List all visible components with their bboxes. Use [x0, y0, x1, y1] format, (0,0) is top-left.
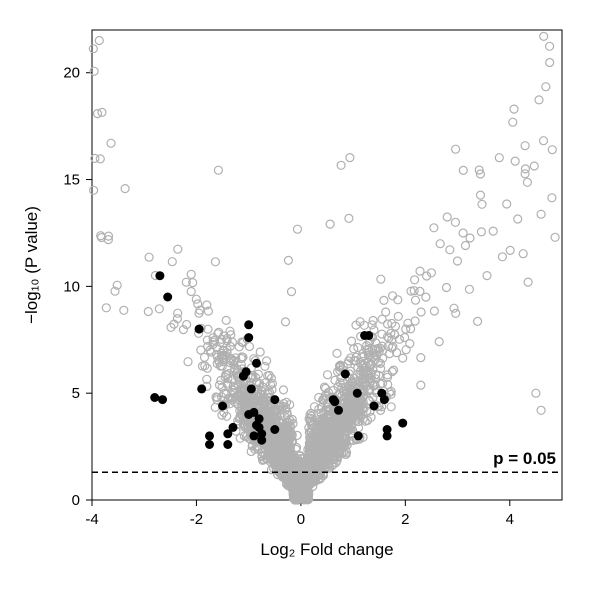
x-tick-label: -2	[190, 511, 203, 528]
highlight-point	[155, 271, 164, 280]
x-axis-label: Log₂ Fold change	[260, 540, 393, 559]
highlight-point	[150, 393, 159, 402]
highlight-point	[270, 425, 279, 434]
y-tick-label: 5	[72, 385, 80, 402]
x-tick-label: 4	[506, 511, 514, 528]
x-tick-label: 2	[401, 511, 409, 528]
highlight-point	[229, 423, 238, 432]
y-tick-label: 15	[63, 172, 80, 189]
highlight-point	[270, 395, 279, 404]
highlight-point	[158, 395, 167, 404]
x-tick-label: 0	[297, 511, 305, 528]
highlight-point	[163, 293, 172, 302]
background-points	[89, 32, 559, 504]
highlight-point	[247, 384, 256, 393]
y-axis-label: −log₁₀ (P value)	[22, 206, 41, 324]
highlight-point	[354, 431, 363, 440]
highlight-point	[195, 325, 204, 334]
highlight-point	[252, 359, 261, 368]
highlight-point	[383, 431, 392, 440]
highlight-point	[341, 370, 350, 379]
highlight-point	[205, 431, 214, 440]
volcano-plot: -4 -2 0 2 4 0 5 10 15 20 Log₂ Fold change −log₁₀ (P…	[0, 0, 600, 591]
highlight-point	[370, 402, 379, 411]
y-tick-label: 10	[63, 278, 80, 295]
highlight-point	[244, 333, 253, 342]
highlight-point	[255, 414, 264, 423]
highlight-point	[249, 431, 258, 440]
highlight-point	[218, 402, 227, 411]
highlight-point	[257, 436, 266, 445]
highlight-point	[244, 320, 253, 329]
highlight-point	[330, 397, 339, 406]
highlight-point	[380, 395, 389, 404]
highlight-point	[353, 389, 362, 398]
highlight-point	[364, 331, 373, 340]
highlight-point	[197, 384, 206, 393]
x-tick-label: -4	[85, 511, 98, 528]
y-tick-label: 0	[72, 492, 80, 509]
highlight-point	[334, 406, 343, 415]
highlight-point	[398, 419, 407, 428]
highlight-point	[205, 440, 214, 449]
highlight-point	[223, 440, 232, 449]
threshold-label: p = 0.05	[493, 449, 556, 468]
highlight-point	[242, 367, 251, 376]
y-tick-label: 20	[63, 65, 80, 82]
